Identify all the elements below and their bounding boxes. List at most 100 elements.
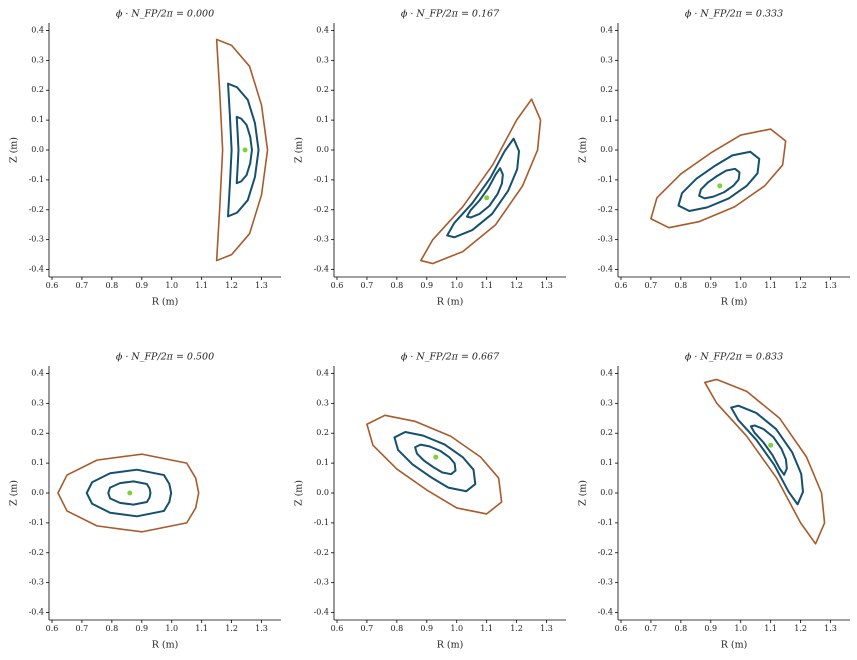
x-tick-label: 1.1	[480, 281, 493, 290]
boundary-surface	[420, 98, 542, 265]
magnetic-axis	[717, 183, 723, 189]
y-tick-label: -0.2	[29, 548, 44, 557]
flux-surface	[749, 424, 788, 476]
y-tick-label: 0.1	[600, 115, 613, 124]
y-tick-label: -0.2	[598, 548, 613, 557]
flux-surface	[730, 404, 804, 506]
x-axis-label: R (m)	[437, 297, 464, 308]
x-tick-label: 0.6	[46, 624, 59, 633]
y-axis-label: Z (m)	[294, 137, 305, 163]
boundary-surface	[215, 38, 269, 262]
magnetic-axis	[768, 442, 774, 448]
boundary-surface	[704, 378, 826, 545]
y-tick-label: 0.4	[31, 25, 44, 34]
y-tick-label: 0.3	[31, 55, 44, 64]
y-tick-label: 0.0	[31, 488, 44, 497]
x-tick-label: 1.1	[764, 624, 777, 633]
x-tick-label: 1.0	[734, 624, 747, 633]
x-tick-label: 0.7	[76, 624, 89, 633]
y-tick-label: -0.3	[314, 578, 329, 587]
y-tick-label: 0.3	[316, 398, 329, 407]
x-tick-label: 0.8	[390, 624, 403, 633]
x-axis-label: R (m)	[152, 640, 179, 651]
y-tick-label: -0.4	[598, 608, 613, 617]
y-tick-label: 0.3	[600, 55, 613, 64]
x-tick-label: 1.2	[794, 624, 807, 633]
x-tick-label: 1.0	[450, 624, 463, 633]
x-axis-label: R (m)	[152, 297, 179, 308]
y-tick-label: 0.1	[316, 115, 329, 124]
y-tick-label: 0.4	[316, 25, 329, 34]
x-tick-label: 0.6	[615, 281, 628, 290]
y-tick-label: -0.3	[598, 235, 613, 244]
y-tick-label: -0.4	[29, 265, 44, 274]
y-tick-label: -0.2	[598, 205, 613, 214]
y-tick-label: -0.1	[598, 518, 613, 527]
y-tick-label: 0.0	[600, 145, 613, 154]
flux-surface	[414, 443, 457, 476]
x-tick-label: 0.8	[105, 624, 118, 633]
x-tick-label: 0.9	[420, 624, 433, 633]
y-tick-label: 0.0	[316, 145, 329, 154]
y-tick-label: 0.1	[31, 115, 44, 124]
x-tick-label: 0.7	[645, 281, 658, 290]
y-tick-label: 0.3	[600, 398, 613, 407]
boundary-surface	[366, 414, 503, 515]
x-tick-label: 1.3	[540, 281, 553, 290]
y-tick-label: -0.1	[29, 175, 44, 184]
x-tick-label: 1.2	[510, 624, 523, 633]
y-tick-label: 0.1	[600, 458, 613, 467]
y-tick-label: -0.4	[314, 265, 329, 274]
y-tick-label: 0.4	[600, 368, 613, 377]
y-tick-label: 0.2	[600, 428, 613, 437]
x-tick-label: 1.1	[764, 281, 777, 290]
y-tick-label: -0.4	[314, 608, 329, 617]
flux-surface	[698, 167, 741, 200]
flux-surface	[446, 137, 520, 239]
x-tick-label: 0.8	[674, 281, 687, 290]
flux-surface	[227, 82, 260, 218]
magnetic-axis	[484, 195, 490, 201]
subplot-title: ϕ · N_FP/2π = 0.333	[685, 9, 783, 20]
y-tick-label: 0.3	[31, 398, 44, 407]
y-tick-label: 0.1	[316, 458, 329, 467]
x-tick-label: 0.7	[361, 281, 374, 290]
flux-surface	[677, 150, 761, 212]
x-tick-label: 1.0	[450, 281, 463, 290]
subplot-title: ϕ · N_FP/2π = 0.667	[401, 352, 500, 363]
flux-surface	[465, 167, 504, 219]
flux-surface	[393, 431, 477, 493]
x-tick-label: 1.2	[510, 281, 523, 290]
y-tick-label: -0.3	[29, 578, 44, 587]
x-tick-label: 0.9	[704, 624, 717, 633]
y-tick-label: -0.2	[314, 548, 329, 557]
x-tick-label: 0.7	[361, 624, 374, 633]
y-axis-label: Z (m)	[294, 480, 305, 506]
x-tick-label: 0.8	[105, 281, 118, 290]
magnetic-axis	[242, 147, 248, 153]
boundary-surface	[57, 453, 200, 533]
y-tick-label: 0.2	[31, 85, 44, 94]
y-tick-label: 0.4	[316, 368, 329, 377]
x-tick-label: 0.7	[645, 624, 658, 633]
x-tick-label: 0.6	[331, 624, 344, 633]
x-axis-label: R (m)	[721, 297, 748, 308]
y-tick-label: -0.2	[29, 205, 44, 214]
y-tick-label: 0.2	[316, 85, 329, 94]
subplot-title: ϕ · N_FP/2π = 0.500	[116, 352, 214, 363]
x-tick-label: 0.8	[674, 624, 687, 633]
y-axis-label: Z (m)	[9, 480, 20, 506]
y-tick-label: -0.1	[29, 518, 44, 527]
y-tick-label: -0.1	[314, 518, 329, 527]
x-tick-label: 1.2	[225, 624, 238, 633]
x-tick-label: 1.0	[165, 624, 178, 633]
x-tick-label: 1.1	[195, 281, 208, 290]
x-tick-label: 0.6	[615, 624, 628, 633]
y-tick-label: -0.3	[598, 578, 613, 587]
y-axis-label: Z (m)	[578, 480, 589, 506]
subplot-title: ϕ · N_FP/2π = 0.833	[685, 352, 783, 363]
x-tick-label: 1.0	[734, 281, 747, 290]
y-tick-label: 0.2	[31, 428, 44, 437]
x-tick-label: 1.2	[794, 281, 807, 290]
